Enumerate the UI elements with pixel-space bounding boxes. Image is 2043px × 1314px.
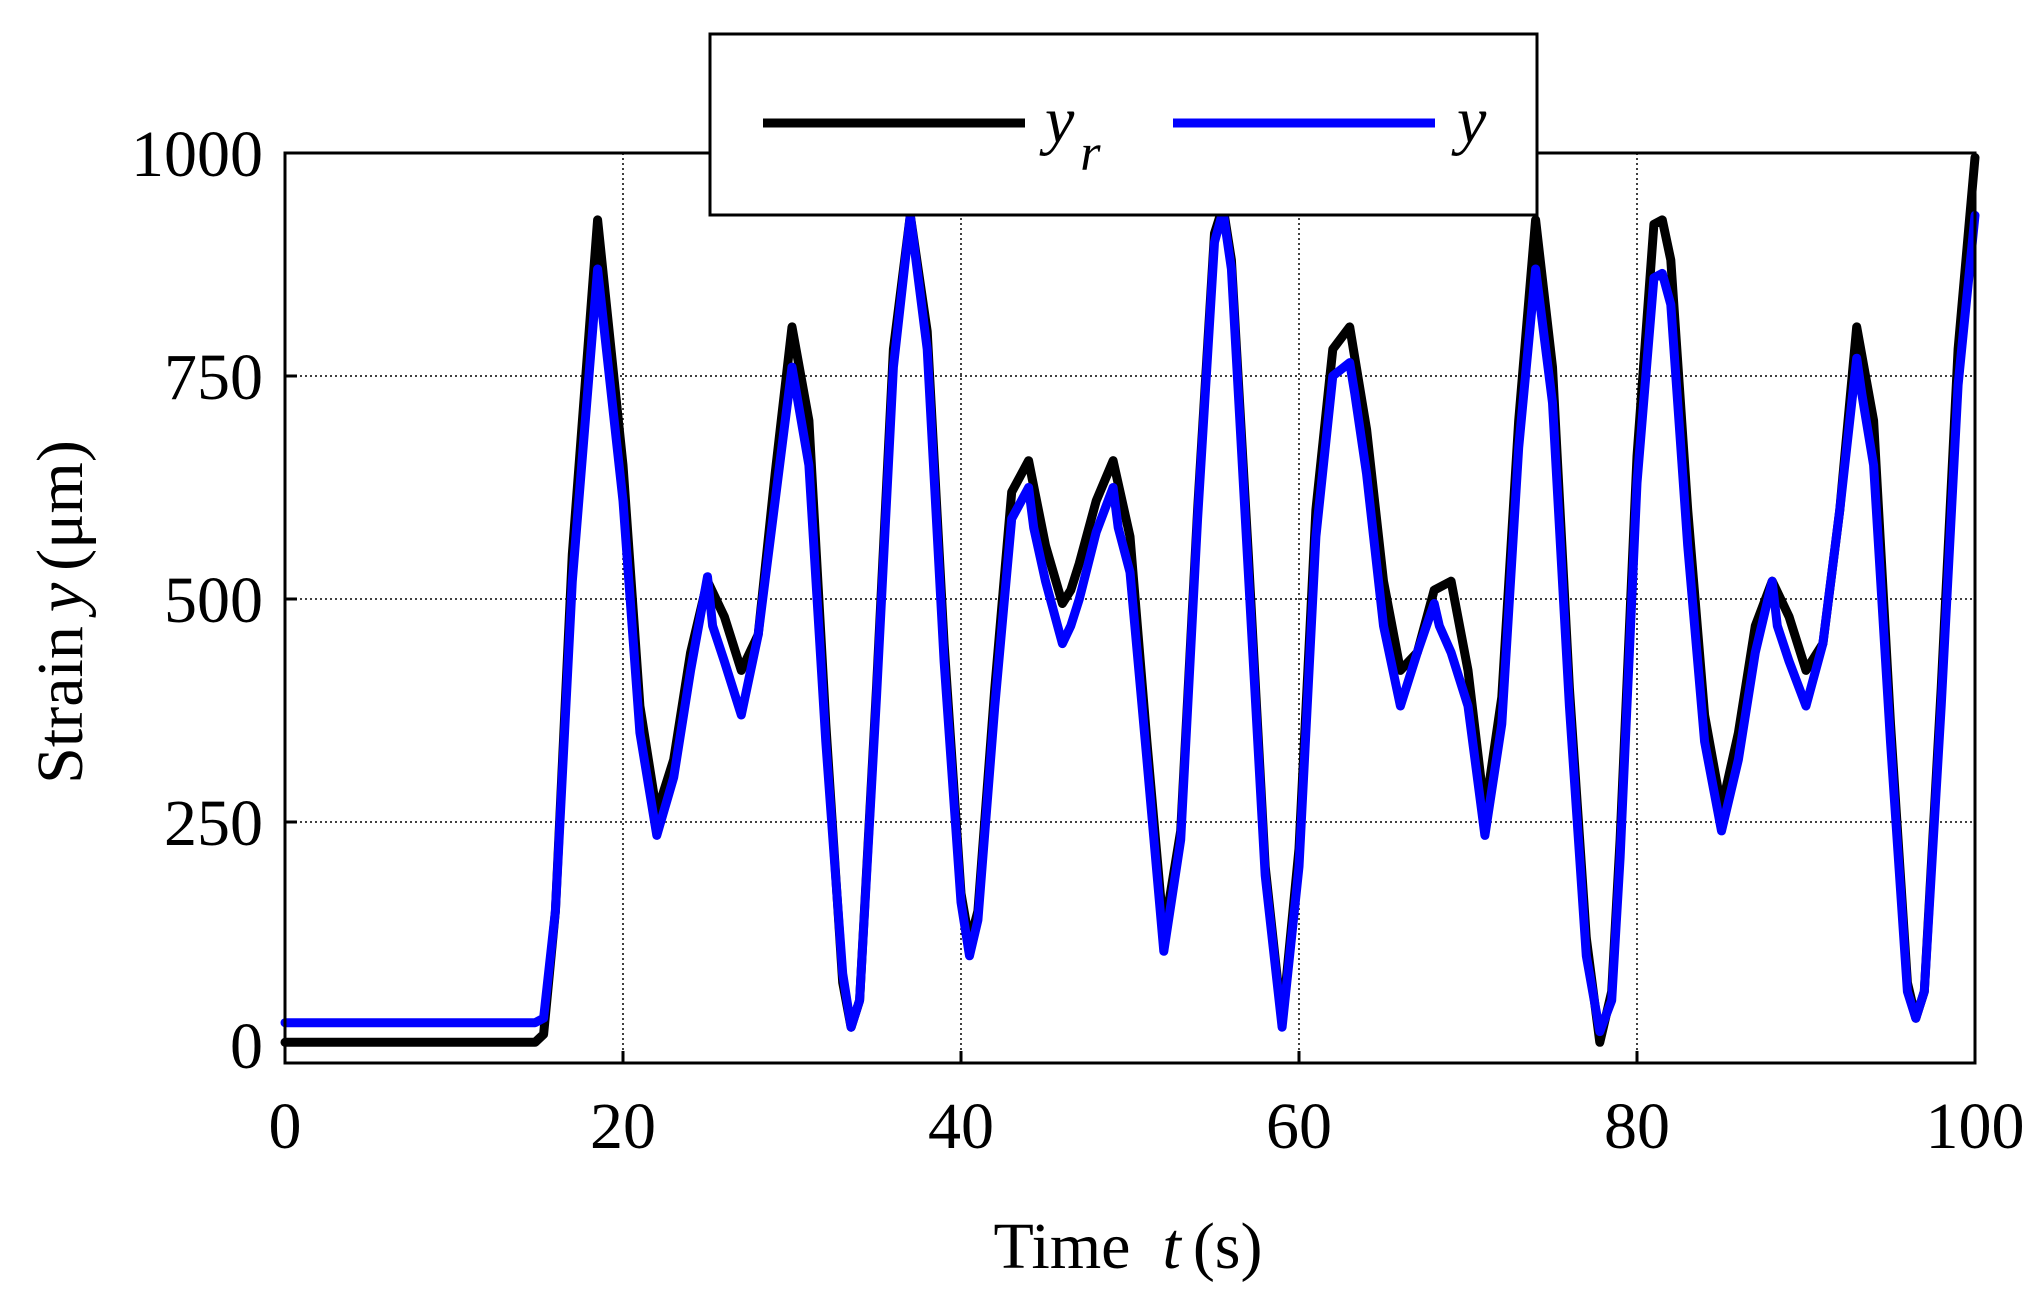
series-line-measured <box>280 206 1980 1037</box>
legend-label-measured: y <box>1451 84 1487 157</box>
x-tick-label: 100 <box>1926 1090 2025 1163</box>
x-tick-label: 40 <box>928 1090 994 1163</box>
x-axis-title: Time t (s) <box>994 1210 1263 1283</box>
plot-lines <box>280 153 1980 1047</box>
x-tick-label: 0 <box>269 1090 302 1163</box>
x-tick-label: 20 <box>590 1090 656 1163</box>
y-tick-label: 1000 <box>131 118 263 191</box>
x-tick-label: 80 <box>1604 1090 1670 1163</box>
y-tick-label: 500 <box>164 564 263 637</box>
x-tick-label: 60 <box>1266 1090 1332 1163</box>
y-tick-label: 250 <box>164 787 263 860</box>
y-tick-label: 0 <box>230 1010 263 1083</box>
y-axis-title: Strainy(μm) <box>24 440 97 784</box>
y-tick-label: 750 <box>164 341 263 414</box>
